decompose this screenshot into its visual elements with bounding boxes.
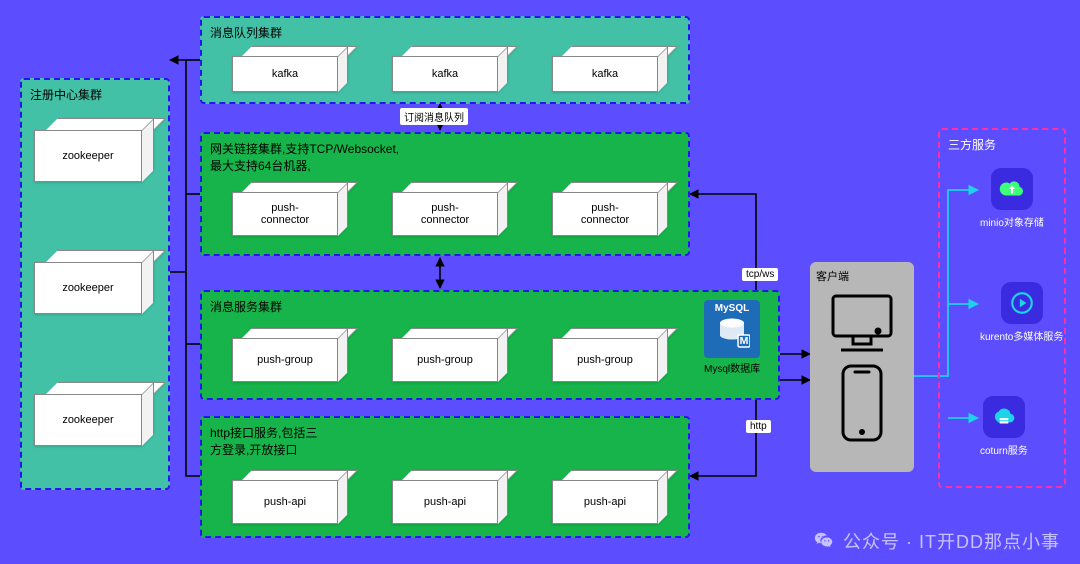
gateway-node: push- connector: [232, 182, 348, 236]
phone-icon: [839, 364, 885, 444]
client-panel: 客户端: [810, 262, 914, 472]
mysql-db: MySQL M Mysql数据库: [704, 300, 760, 375]
registry-node: zookeeper: [34, 118, 154, 182]
registry-node-label: zookeeper: [34, 394, 142, 446]
edge-label: 订阅消息队列: [400, 108, 468, 125]
edge-label: tcp/ws: [742, 268, 778, 281]
httpapi-node: push-api: [392, 470, 508, 524]
httpapi-title: http接口服务,包括三 方登录,开放接口: [210, 424, 680, 458]
registry-node: zookeeper: [34, 382, 154, 446]
service-coturn: coturn服务: [980, 396, 1028, 457]
httpapi-node-label: push-api: [552, 480, 658, 524]
mysql-label: Mysql数据库: [704, 360, 760, 375]
mq-node: kafka: [232, 46, 348, 92]
mq-title: 消息队列集群: [210, 24, 680, 41]
msgsvc-title: 消息服务集群: [210, 298, 770, 315]
kurento-icon: [1001, 282, 1043, 324]
database-icon: M: [714, 314, 750, 350]
gateway-node: push- connector: [552, 182, 668, 236]
registry-node: zookeeper: [34, 250, 154, 314]
msgsvc-node-label: push-group: [232, 338, 338, 382]
httpapi-node-label: push-api: [392, 480, 498, 524]
mq-node: kafka: [392, 46, 508, 92]
mq-node: kafka: [552, 46, 668, 92]
service-minio: minio对象存储: [980, 168, 1044, 229]
mq-node-label: kafka: [232, 56, 338, 92]
svg-text:M: M: [740, 335, 749, 347]
msgsvc-node-label: push-group: [552, 338, 658, 382]
gateway-title: 网关链接集群,支持TCP/Websocket, 最大支持64台机器,: [210, 140, 680, 174]
desktop-icon: [827, 292, 897, 356]
registry-title: 注册中心集群: [30, 86, 160, 103]
edge-label: http: [746, 420, 771, 433]
thirdparty-title: 三方服务: [948, 136, 1056, 153]
registry-node-label: zookeeper: [34, 130, 142, 182]
msgsvc-node-label: push-group: [392, 338, 498, 382]
service-label: coturn服务: [980, 442, 1028, 457]
registry-node-label: zookeeper: [34, 262, 142, 314]
wechat-icon: [813, 530, 835, 552]
watermark: 公众号 · IT开DD那点小事: [813, 528, 1060, 554]
gateway-node-label: push- connector: [552, 192, 658, 236]
client-title: 客户端: [816, 268, 849, 284]
service-label: kurento多媒体服务: [980, 328, 1063, 343]
mq-node-label: kafka: [552, 56, 658, 92]
gateway-node-label: push- connector: [232, 192, 338, 236]
service-label: minio对象存储: [980, 214, 1044, 229]
msgsvc-node: push-group: [232, 328, 348, 382]
gateway-node: push- connector: [392, 182, 508, 236]
minio-icon: [991, 168, 1033, 210]
service-kurento: kurento多媒体服务: [980, 282, 1063, 343]
mq-node-label: kafka: [392, 56, 498, 92]
coturn-icon: [983, 396, 1025, 438]
msgsvc-node: push-group: [552, 328, 668, 382]
httpapi-node: push-api: [552, 470, 668, 524]
msgsvc-node: push-group: [392, 328, 508, 382]
httpapi-node: push-api: [232, 470, 348, 524]
gateway-node-label: push- connector: [392, 192, 498, 236]
mysql-badge: MySQL: [715, 303, 749, 314]
httpapi-node-label: push-api: [232, 480, 338, 524]
